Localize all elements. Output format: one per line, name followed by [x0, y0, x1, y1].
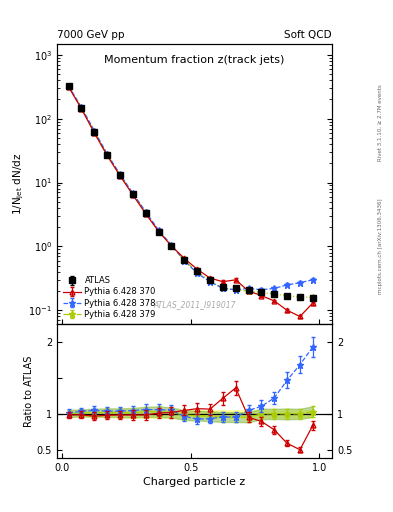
Text: mcplots.cern.ch [arXiv:1306.3436]: mcplots.cern.ch [arXiv:1306.3436] — [378, 198, 383, 293]
Legend: ATLAS, Pythia 6.428 370, Pythia 6.428 378, Pythia 6.428 379: ATLAS, Pythia 6.428 370, Pythia 6.428 37… — [61, 275, 158, 321]
X-axis label: Charged particle z: Charged particle z — [143, 477, 246, 487]
Text: Rivet 3.1.10, ≥ 2.7M events: Rivet 3.1.10, ≥ 2.7M events — [378, 84, 383, 161]
Y-axis label: 1/N$_\mathrm{jet}$ dN/dz: 1/N$_\mathrm{jet}$ dN/dz — [11, 153, 26, 215]
Text: 7000 GeV pp: 7000 GeV pp — [57, 30, 125, 40]
Y-axis label: Ratio to ATLAS: Ratio to ATLAS — [24, 356, 34, 427]
Text: Soft QCD: Soft QCD — [285, 30, 332, 40]
Text: ATLAS_2011_I919017: ATLAS_2011_I919017 — [153, 300, 236, 309]
Text: Momentum fraction z(track jets): Momentum fraction z(track jets) — [105, 55, 285, 65]
